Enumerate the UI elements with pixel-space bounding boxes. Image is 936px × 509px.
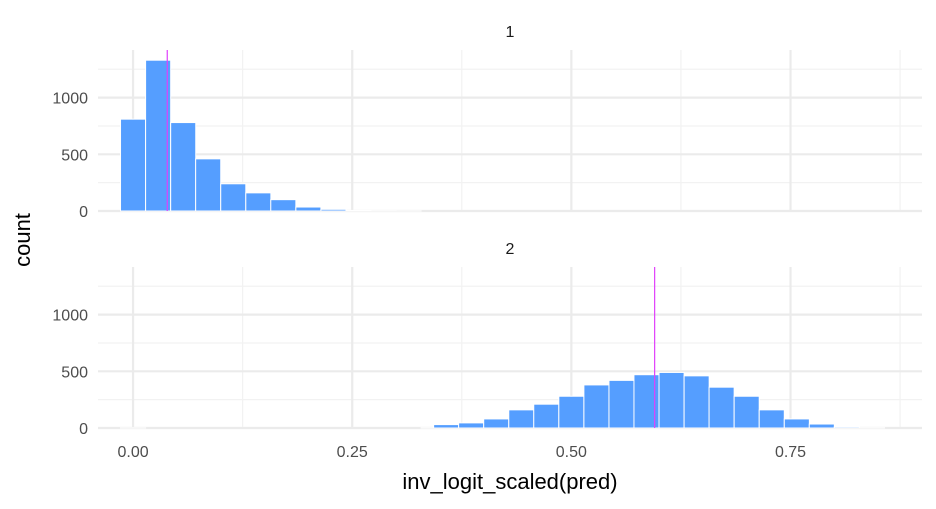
x-tick-label: 0.00 xyxy=(117,444,148,461)
y-tick-label: 1000 xyxy=(52,91,88,108)
y-tick-label: 0 xyxy=(79,421,88,438)
histogram-bar xyxy=(484,419,509,428)
histogram-bar xyxy=(834,427,859,428)
histogram-bar xyxy=(196,159,221,211)
histogram-bar xyxy=(734,396,759,428)
histogram-bar xyxy=(246,193,271,211)
histogram-bar xyxy=(684,376,709,428)
y-tick-label: 0 xyxy=(79,204,88,221)
facet-strip-label: 1 xyxy=(506,24,515,41)
histogram-bar xyxy=(659,372,684,428)
histogram-bar xyxy=(559,396,584,428)
histogram-bar xyxy=(534,404,559,428)
histogram-bar xyxy=(296,207,321,211)
histogram-bar xyxy=(321,209,346,211)
histogram-bar xyxy=(171,123,196,211)
x-axis: 0.00 0.25 0.50 0.75 xyxy=(117,444,806,461)
histogram-bar xyxy=(346,210,371,211)
x-axis-title: inv_logit_scaled(pred) xyxy=(402,469,617,494)
histogram-bar xyxy=(584,385,609,428)
histogram-bar xyxy=(609,380,634,428)
histogram-bar xyxy=(634,375,659,428)
histogram-bar xyxy=(784,419,809,428)
histogram-bar xyxy=(709,387,734,428)
histogram-bar xyxy=(759,410,784,428)
facet-panel-2: 2 0 500 1000 xyxy=(52,241,922,438)
histogram-bar xyxy=(459,423,484,428)
x-tick-label: 0.50 xyxy=(556,444,587,461)
facet-panel-1: 1 0 500 1000 xyxy=(52,24,922,221)
y-tick-label: 1000 xyxy=(52,308,88,325)
histogram-bar xyxy=(271,200,296,211)
histogram-bar xyxy=(809,424,834,428)
histogram-bar xyxy=(121,119,146,211)
y-tick-label: 500 xyxy=(61,147,88,164)
histogram-bar xyxy=(221,184,246,211)
y-tick-label: 500 xyxy=(61,364,88,381)
x-tick-label: 0.75 xyxy=(775,444,806,461)
histogram-bar xyxy=(434,425,459,428)
y-axis-title: count xyxy=(10,213,35,267)
facet-strip-label: 2 xyxy=(506,241,515,258)
x-tick-label: 0.25 xyxy=(337,444,368,461)
histogram-bar xyxy=(509,410,534,428)
